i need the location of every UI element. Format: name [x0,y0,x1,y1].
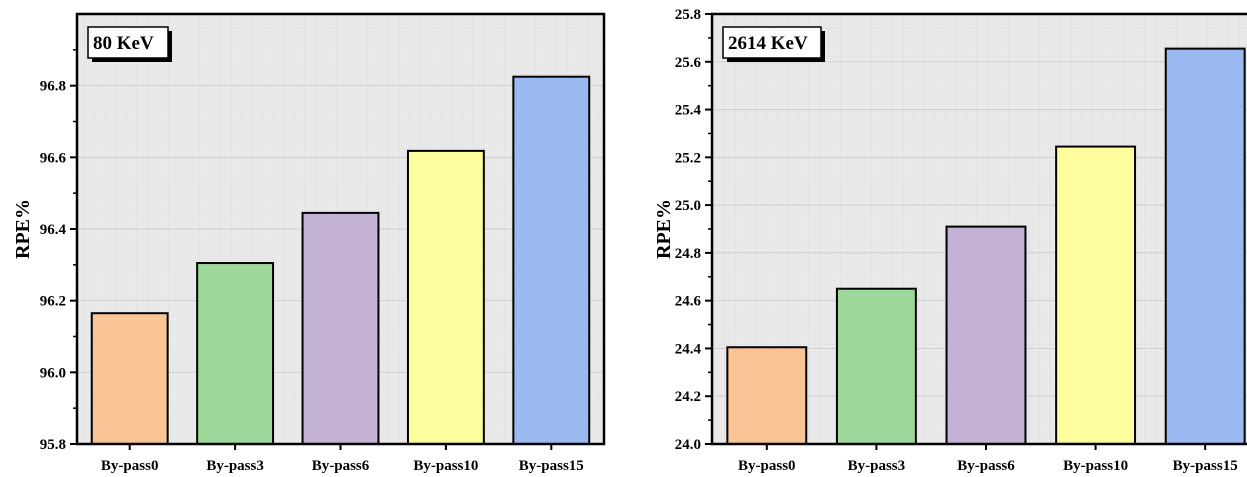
bar-by-pass3 [196,262,275,445]
x-tick-label: By-pass3 [206,458,264,474]
bar-by-pass10 [1055,145,1137,445]
bar-by-pass6 [301,211,380,445]
y-tick-label: 25.4 [675,103,702,119]
chart-panel-80kev: 95.8 96.0 96.2 96.4 96.6 96.8 By-pass0 By-pass3… [12,12,606,474]
x-tick-label: By-pass10 [1063,458,1128,474]
x-tick-label: By-pass15 [519,458,584,474]
y-tick-label: 96.0 [40,365,66,381]
bar-by-pass0 [90,312,169,446]
y-tick-label: 96.4 [40,222,67,238]
x-tick-label: By-pass15 [1173,458,1238,474]
x-tick-label: By-pass0 [738,458,796,474]
annotation-box [87,26,169,59]
y-tick-label: 96.8 [40,79,66,95]
annotation-box [722,26,822,59]
y-tick-label: 96.2 [40,294,66,310]
x-tick-label: By-pass10 [413,458,478,474]
y-tick-label: 24.6 [675,294,702,310]
y-tick-label: 24.0 [675,437,701,453]
y-axis-title: RPE% [12,199,34,259]
y-tick-label: 25.0 [675,198,701,214]
y-axis-title: RPE% [653,199,675,259]
bar-by-pass10 [406,149,485,445]
annotation-label: 80 KeV [93,33,154,54]
y-tick-label: 24.4 [675,341,702,357]
y-tick-label: 25.2 [675,150,701,166]
chart-panel-2614kev: 24.0 24.2 24.4 24.6 24.8 25.0 25.2 25.4 25.6 25.8… [653,7,1247,474]
y-tick-label: 96.6 [40,150,67,166]
bar-by-pass15 [512,75,591,445]
bar-by-pass0 [726,346,808,445]
y-tick-label: 95.8 [40,437,66,453]
x-tick-label: By-pass3 [848,458,906,474]
bar-by-pass6 [945,225,1027,445]
bar-by-pass15 [1164,47,1246,446]
plot-frame [75,12,606,446]
x-tick-label: By-pass0 [101,458,159,474]
annotation-label: 2614 KeV [728,33,808,54]
x-tick-label: By-pass6 [312,458,370,474]
y-tick-label: 25.6 [675,55,702,71]
x-tick-label: By-pass6 [957,458,1015,474]
y-tick-label: 25.8 [675,7,701,23]
bar-by-pass3 [835,287,917,445]
plot-frame [710,12,1247,446]
y-tick-label: 24.2 [675,389,701,405]
y-tick-label: 24.8 [675,246,701,262]
